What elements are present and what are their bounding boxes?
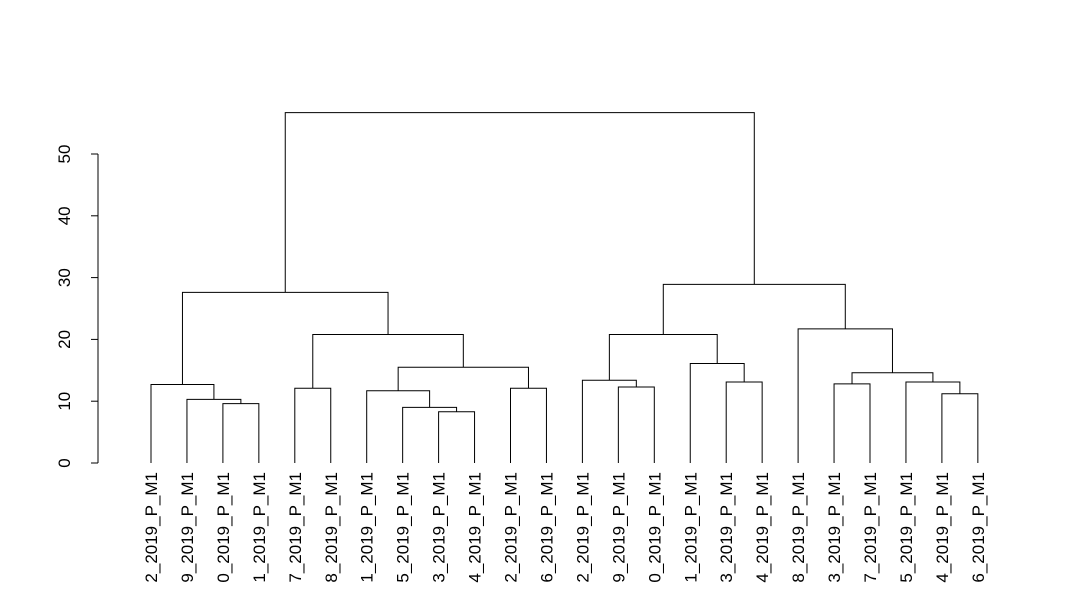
leaf-label: 1_2019_P_M1 <box>250 472 269 583</box>
leaf-label: 0_2019_P_M1 <box>214 472 233 583</box>
y-tick-label: 0 <box>55 458 74 467</box>
dendrogram-branch <box>438 411 476 463</box>
y-tick-label: 50 <box>55 145 74 164</box>
leaf-label: 2_2019_P_M1 <box>573 472 592 583</box>
y-tick-label: 20 <box>55 330 74 349</box>
dendrogram-branch <box>222 403 260 463</box>
leaf-label: 2_2019_P_M1 <box>502 472 521 583</box>
leaf-label: 3_2019_P_M1 <box>825 472 844 583</box>
leaf-label: 0_2019_P_M1 <box>645 472 664 583</box>
leaf-label: 2_2019_P_M1 <box>142 472 161 583</box>
dendrogram-branch <box>181 291 389 385</box>
dendrogram-tree <box>150 112 979 463</box>
y-tick-label: 10 <box>55 392 74 411</box>
dendrogram-branch <box>312 333 464 389</box>
dendrogram-branch <box>617 386 655 463</box>
dendrogram-branch <box>397 366 529 391</box>
leaf-label: 1_2019_P_M1 <box>358 472 377 583</box>
dendrogram-branch <box>662 283 846 335</box>
leaf-label: 9_2019_P_M1 <box>609 472 628 583</box>
dendrogram-branch <box>510 387 547 463</box>
dendrogram-branch <box>941 393 979 463</box>
dendrogram-branch <box>186 398 242 463</box>
y-tick-label: 30 <box>55 268 74 287</box>
dendrogram-branch <box>608 333 718 381</box>
y-axis: 0 10 20 30 40 50 <box>55 145 99 468</box>
leaf-label: 5_2019_P_M1 <box>394 472 413 583</box>
leaf-label: 7_2019_P_M1 <box>861 472 880 583</box>
leaf-label: 8_2019_P_M1 <box>789 472 808 583</box>
leaf-label: 3_2019_P_M1 <box>717 472 736 583</box>
leaf-label: 6_2019_P_M1 <box>537 472 556 583</box>
dendrogram-branch <box>797 328 893 463</box>
dendrogram-branch <box>725 381 763 463</box>
y-tick-label: 40 <box>55 206 74 225</box>
dendrogram-branch <box>150 384 215 463</box>
leaf-label: 5_2019_P_M1 <box>897 472 916 583</box>
leaf-label: 8_2019_P_M1 <box>322 472 341 583</box>
dendrogram-branch <box>833 383 871 463</box>
dendrogram-branch <box>284 112 755 293</box>
dendrogram-branch <box>402 406 458 463</box>
leaf-label: 1_2019_P_M1 <box>681 472 700 583</box>
leaf-labels: 2_2019_P_M1 9_2019_P_M1 0_2019_P_M1 1_2019_… <box>142 472 988 583</box>
leaf-label: 7_2019_P_M1 <box>286 472 305 583</box>
dendrogram-branch <box>294 387 332 463</box>
leaf-label: 4_2019_P_M1 <box>753 472 772 583</box>
dendrogram-branch <box>689 363 745 463</box>
leaf-label: 9_2019_P_M1 <box>178 472 197 583</box>
dendrogram-branch <box>366 390 431 463</box>
leaf-label: 4_2019_P_M1 <box>933 472 952 583</box>
leaf-label: 6_2019_P_M1 <box>969 472 988 583</box>
dendrogram-branch <box>581 379 637 463</box>
leaf-label: 3_2019_P_M1 <box>430 472 449 583</box>
leaf-label: 4_2019_P_M1 <box>466 472 485 583</box>
